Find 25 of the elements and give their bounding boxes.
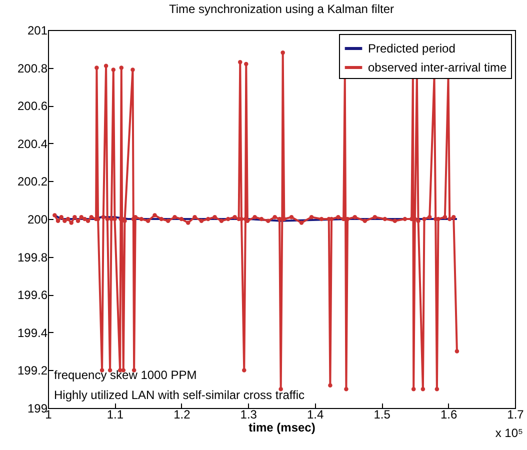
y-tick-label: 199.8 xyxy=(17,250,48,264)
text: x 10⁵ xyxy=(495,426,524,440)
annotation: frequency skew 1000 PPM xyxy=(54,368,197,382)
y-tick-label: 199.2 xyxy=(17,364,48,378)
x-tick-label: 1.5 xyxy=(374,408,391,422)
y-tick-label: 199 xyxy=(27,402,48,416)
legend-label: observed inter-arrival time xyxy=(368,60,508,74)
x-tick-label: 1.7 xyxy=(507,408,524,422)
x-tick-label: 1.4 xyxy=(307,408,324,422)
y-tick-label: 199.4 xyxy=(17,326,48,340)
y-tick-label: 200.4 xyxy=(17,136,48,151)
x-tick-label: 1.2 xyxy=(174,408,191,422)
y-tick-label: 200.6 xyxy=(17,99,48,114)
y-tick-label: 200.8 xyxy=(17,61,48,76)
x-tick-label: 1.1 xyxy=(106,408,124,422)
y-tick-label: 200 xyxy=(27,212,48,226)
x-axis-title: time (msec) xyxy=(248,420,316,434)
chart-title: Time synchronization using a Kalman filter xyxy=(169,2,394,16)
y-tick-label: 199.6 xyxy=(17,288,48,302)
annotation: Highly utilized LAN with self-similar cross traffic xyxy=(54,388,305,402)
x-tick-label: 1.3 xyxy=(240,408,258,422)
legend-label: Predicted period xyxy=(368,42,456,56)
y-tick-label: 200.2 xyxy=(17,174,48,189)
x-tick-label: 1.6 xyxy=(440,408,458,422)
y-tick-label: 201 xyxy=(27,24,48,38)
